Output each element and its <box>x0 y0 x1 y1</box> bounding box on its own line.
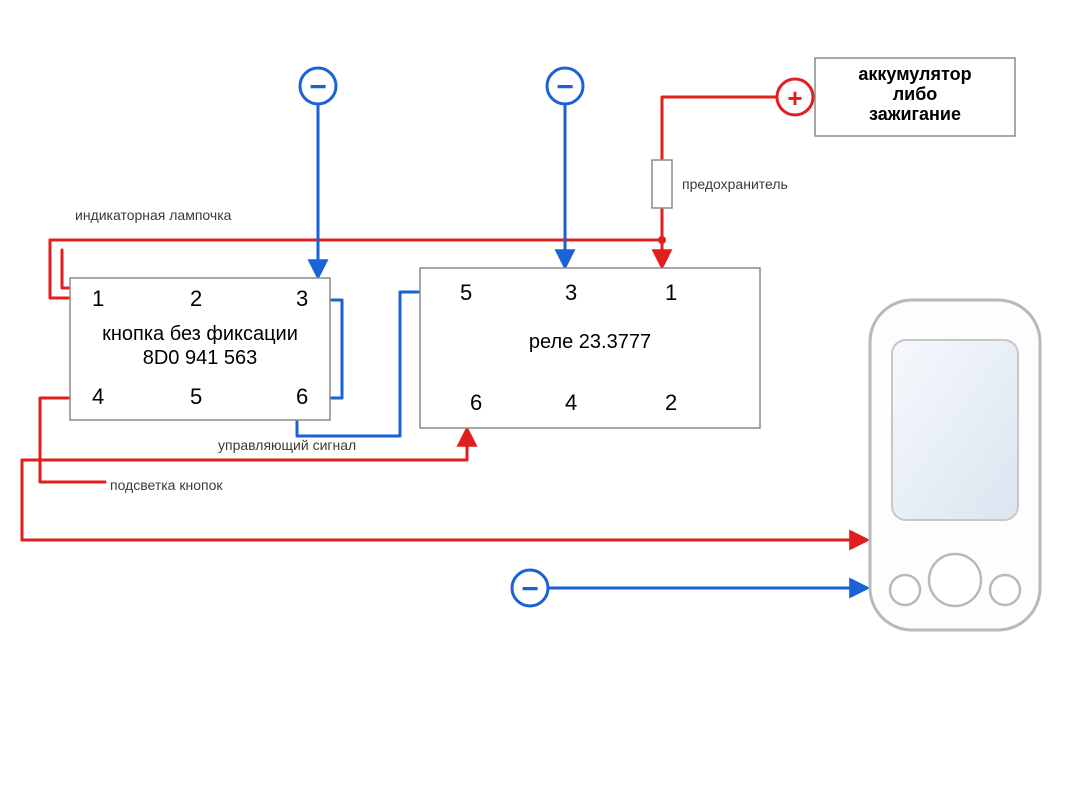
pin-label: 2 <box>190 286 202 311</box>
pin-label: 4 <box>565 390 577 415</box>
fuse-label: предохранитель <box>682 176 788 192</box>
pin-label: 2 <box>665 390 677 415</box>
minus-symbol: − <box>556 71 574 104</box>
control-signal-label: управляющий сигнал <box>218 437 356 453</box>
button-box-title-1: кнопка без фиксации <box>102 323 298 345</box>
power-box-line3: зажигание <box>869 104 961 124</box>
pin-label: 6 <box>296 384 308 409</box>
pin-label: 5 <box>460 280 472 305</box>
fuse <box>652 160 672 208</box>
power-box-line2: либо <box>893 84 938 104</box>
wiring-diagram: предохранитель 1 2 3 4 5 6 кнопка без фиксаци… <box>0 0 1080 790</box>
pin-label: 3 <box>296 286 308 311</box>
pin-label: 1 <box>665 280 677 305</box>
device-button-left <box>890 575 920 605</box>
heater-device-icon <box>870 300 1040 630</box>
plus-symbol: + <box>787 83 802 113</box>
pin-label: 5 <box>190 384 202 409</box>
pin-label: 4 <box>92 384 104 409</box>
device-button-center <box>929 554 981 606</box>
button-backlight-label: подсветка кнопок <box>110 477 223 493</box>
minus-symbol: − <box>521 573 539 606</box>
power-box-line1: аккумулятор <box>858 64 971 84</box>
relay-box-title: реле 23.3777 <box>529 331 651 353</box>
device-screen <box>892 340 1018 520</box>
button-box-title-2: 8D0 941 563 <box>143 347 258 369</box>
pin-label: 1 <box>92 286 104 311</box>
indicator-lamp-label: индикаторная лампочка <box>75 207 232 223</box>
device-button-right <box>990 575 1020 605</box>
minus-symbol: − <box>309 71 327 104</box>
pin-label: 6 <box>470 390 482 415</box>
pin-label: 3 <box>565 280 577 305</box>
